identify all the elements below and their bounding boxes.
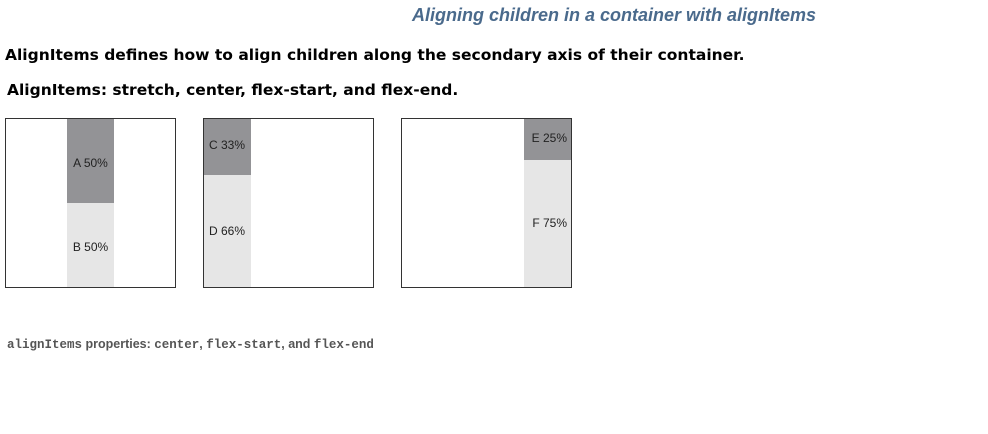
child-block-b: B 50% [67,203,114,287]
description-line: AlignItems defines how to align children… [5,46,745,64]
child-label-c: C 33% [209,138,246,152]
container-box-flex-end: E 25% F 75% [401,118,572,288]
caption-code-flex-start: flex-start [206,338,282,352]
caption-text: , and [281,337,314,351]
child-block-a: A 50% [67,119,114,203]
container-box-stretch: A 50% B 50% [5,118,176,288]
page-title: Aligning children in a container with al… [411,5,817,25]
caption-code-alignitems: alignItems [7,338,83,352]
child-block-c: C 33% [204,119,251,175]
caption-text: properties: [82,337,155,351]
child-label-d: D 66% [209,224,246,238]
alignitems-values-line: AlignItems: stretch, center, flex-start,… [7,81,459,99]
child-label-a: A 50% [73,156,108,170]
child-label-f: F 75% [532,216,567,230]
figure-caption: alignItems properties: center, flex-star… [7,337,374,352]
caption-code-flex-end: flex-end [313,338,374,352]
child-block-f: F 75% [524,160,571,287]
child-label-b: B 50% [72,240,109,254]
child-block-d: D 66% [204,175,251,287]
caption-code-center: center [154,338,200,352]
container-box-flex-start: C 33% D 66% [203,118,374,288]
caption-text: , [199,337,207,351]
child-label-e: E 25% [531,131,567,145]
child-block-e: E 25% [524,119,571,160]
